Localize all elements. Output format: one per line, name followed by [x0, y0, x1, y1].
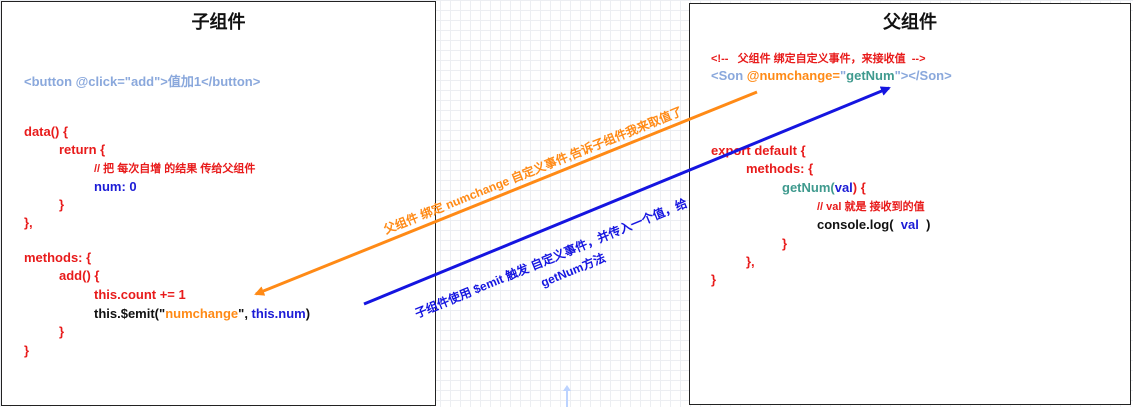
- emit-event-name: numchange: [165, 306, 239, 321]
- add-method-close: }: [59, 324, 65, 339]
- emit-argument: this.num: [251, 306, 306, 321]
- getnum-name: getNum(: [782, 180, 835, 195]
- emit-suffix: ): [305, 306, 311, 321]
- add-method-open: add() {: [59, 268, 100, 283]
- console-prefix: console.log(: [817, 217, 901, 232]
- emit-mid: ",: [238, 306, 252, 321]
- console-argument: val: [900, 217, 919, 232]
- data-function-open: data() {: [24, 124, 69, 139]
- html-comment: <!-- 父组件 绑定自定义事件，来接收值 -->: [711, 53, 926, 65]
- parent-component-panel: 父组件 <!-- 父组件 绑定自定义事件，来接收值 --> <Son @numc…: [689, 3, 1131, 405]
- child-to-parent-arrow: [363, 86, 891, 306]
- data-function-close: },: [24, 215, 33, 230]
- return-close: }: [59, 197, 65, 212]
- getnum-method-line: getNum(val) {: [782, 180, 866, 196]
- son-handler: getNum: [846, 68, 895, 83]
- son-quote-open: ": [840, 68, 847, 83]
- count-increment-line: this.count += 1: [94, 287, 186, 302]
- child-component-title: 子组件: [191, 12, 246, 32]
- parent-component-title: 父组件: [883, 12, 937, 32]
- getnum-close: }: [782, 236, 788, 251]
- methods-open: methods: {: [24, 250, 92, 265]
- son-event-attr: @numchange=: [746, 68, 840, 83]
- son-template-line: <Son @numchange="getNum"></Son>: [711, 68, 952, 84]
- num-property: num: 0: [94, 179, 137, 194]
- button-tag-open: <button @click="add">: [24, 74, 168, 89]
- val-comment: // val 就是 接收到的值: [817, 201, 925, 213]
- parent-to-child-arrow: [254, 90, 758, 296]
- son-open: <Son: [711, 68, 747, 83]
- getnum-param: val: [834, 180, 853, 195]
- emit-call-line: this.$emit("numchange", this.num): [94, 306, 310, 322]
- canvas-up-arrow-icon: [563, 385, 571, 407]
- emit-prefix: this.$emit(": [94, 306, 166, 321]
- methods-open: methods: {: [746, 161, 814, 176]
- button-text: 值加1: [167, 74, 202, 89]
- return-open: return {: [59, 142, 106, 157]
- child-component-panel: 子组件 <button @click="add">值加1</button> da…: [1, 1, 436, 406]
- console-log-line: console.log( val ): [817, 217, 930, 233]
- button-template-line: <button @click="add">值加1</button>: [24, 74, 260, 90]
- son-close: ></Son>: [900, 68, 952, 83]
- methods-close: }: [24, 343, 30, 358]
- console-suffix: ): [918, 217, 931, 232]
- son-quote-close: ": [894, 68, 901, 83]
- emit-comment: // 把 每次自增 的结果 传给父组件: [94, 163, 256, 175]
- getnum-brace: ) {: [852, 180, 866, 195]
- export-default-open: export default {: [711, 143, 806, 158]
- methods-close: },: [746, 254, 755, 269]
- export-default-close: }: [711, 272, 717, 287]
- button-tag-close: </button>: [201, 74, 261, 89]
